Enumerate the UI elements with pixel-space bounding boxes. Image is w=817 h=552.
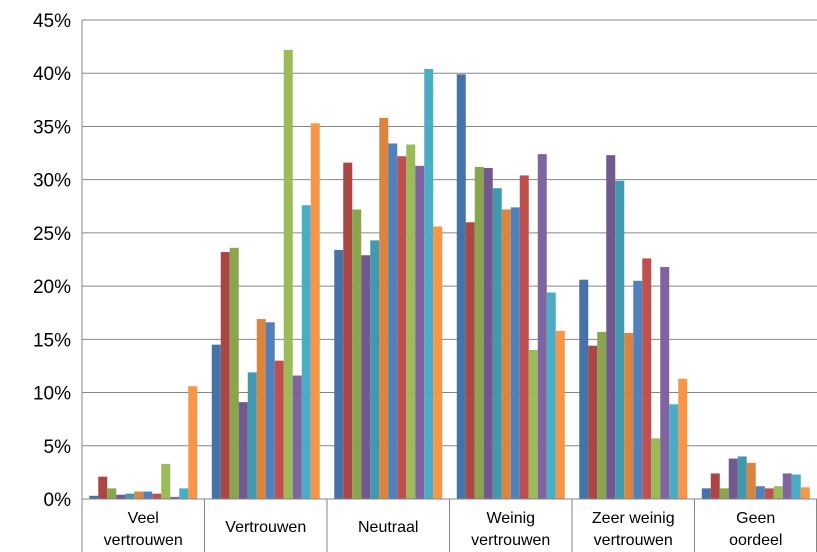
- bar: [301, 205, 311, 500]
- bar: [678, 378, 688, 499]
- bar: [710, 473, 720, 499]
- bar: [456, 74, 466, 499]
- bar: [597, 331, 607, 499]
- category-label: Weinig: [486, 510, 535, 527]
- bar: [310, 123, 320, 500]
- bar: [98, 476, 108, 499]
- bar: [352, 209, 362, 499]
- bar: [161, 463, 171, 499]
- y-tick-label: 0%: [44, 490, 72, 511]
- bar: [492, 188, 502, 499]
- bar: [651, 438, 661, 499]
- bar: [238, 402, 248, 499]
- category-label: oordeel: [729, 532, 782, 549]
- bar: [555, 330, 565, 499]
- bar: [406, 144, 416, 500]
- bar: [256, 319, 266, 499]
- bar: [134, 491, 144, 499]
- gridlines: [82, 19, 817, 447]
- bar: [415, 165, 425, 499]
- bar: [265, 322, 275, 499]
- bar: [791, 474, 801, 499]
- bar: [283, 49, 293, 499]
- bar: [782, 473, 792, 499]
- category-label: vertrouwen: [104, 532, 183, 549]
- bar: [642, 258, 652, 499]
- bar: [424, 68, 434, 499]
- category-label: vertrouwen: [594, 532, 673, 549]
- bar: [370, 240, 380, 499]
- bar: [474, 166, 484, 500]
- bar: [179, 488, 189, 499]
- bar: [746, 462, 756, 499]
- y-tick-label: 25%: [33, 224, 71, 245]
- bar: [465, 222, 475, 499]
- bar: [188, 386, 198, 499]
- bar: [755, 486, 765, 499]
- bar: [152, 493, 162, 499]
- bar: [800, 487, 810, 499]
- y-tick-label: 30%: [33, 171, 71, 192]
- bar: [89, 495, 99, 499]
- axes: [81, 20, 817, 552]
- bar: [379, 117, 389, 499]
- bar: [537, 154, 547, 499]
- bar: [719, 488, 729, 499]
- y-tick-label: 40%: [33, 64, 71, 85]
- y-tick-label: 5%: [44, 437, 72, 458]
- bar: [247, 372, 257, 499]
- bar: [624, 332, 634, 499]
- y-tick-label: 15%: [33, 330, 71, 351]
- bar: [483, 167, 493, 500]
- bar: [764, 488, 774, 499]
- y-tick-label: 20%: [33, 277, 71, 298]
- bar: [528, 349, 538, 499]
- bar: [274, 360, 284, 499]
- bar: [546, 292, 556, 499]
- bar: [170, 496, 180, 499]
- y-axis-labels: 0% 5% 10% 15% 20% 25% 30% 35% 40% 45%: [33, 11, 71, 511]
- bar: [737, 456, 747, 499]
- bar: [292, 375, 302, 499]
- category-label: Vertrouwen: [225, 519, 306, 536]
- bar: [125, 493, 135, 499]
- bars: [89, 49, 810, 500]
- bar: [334, 249, 344, 499]
- category-label: Neutraal: [358, 519, 418, 536]
- category-label: vertrouwen: [471, 532, 550, 549]
- bar: [660, 266, 670, 499]
- bar: [588, 345, 598, 499]
- bar: [579, 279, 589, 499]
- bar: [701, 488, 711, 499]
- bar: [633, 280, 643, 499]
- category-label: Geen: [736, 510, 775, 527]
- bar: [220, 252, 230, 499]
- bar: [501, 209, 511, 499]
- bar: [229, 247, 239, 499]
- bar: [669, 404, 679, 499]
- bar: [773, 486, 783, 499]
- bar: [211, 344, 221, 499]
- y-tick-label: 45%: [33, 11, 71, 32]
- bar: [116, 494, 126, 499]
- bar: [107, 488, 117, 499]
- bar: [728, 458, 738, 499]
- category-label: Zeer weinig: [592, 510, 675, 527]
- bar: [388, 143, 398, 499]
- bar: [361, 255, 371, 499]
- bar: [606, 155, 616, 499]
- y-tick-label: 10%: [33, 384, 71, 405]
- category-label: Veel: [128, 510, 159, 527]
- y-tick-label: 35%: [33, 117, 71, 138]
- bar: [143, 491, 153, 499]
- bar: [510, 207, 520, 499]
- bar: [433, 226, 443, 499]
- bar: [397, 156, 407, 499]
- bar: [615, 180, 625, 499]
- category-labels: Veel vertrouwen Vertrouwen Neutraal Weinig ve…: [104, 510, 783, 549]
- bar: [343, 162, 353, 499]
- bar: [519, 175, 529, 500]
